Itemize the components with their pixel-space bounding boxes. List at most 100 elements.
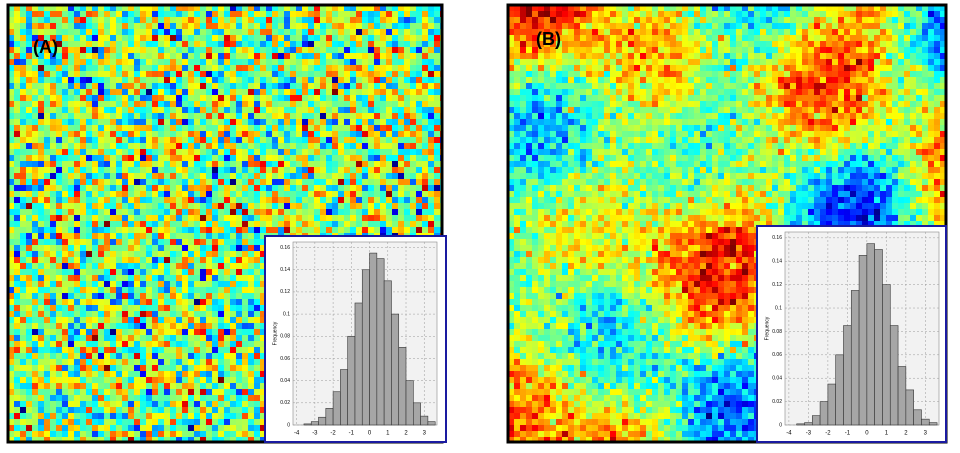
field-cell xyxy=(218,371,224,377)
field-cell xyxy=(308,149,314,155)
field-cell xyxy=(110,107,116,113)
field-cell xyxy=(308,185,314,191)
field-cell xyxy=(338,83,344,89)
field-cell xyxy=(266,89,272,95)
field-cell xyxy=(224,59,230,65)
field-cell xyxy=(284,161,290,167)
field-cell xyxy=(74,383,80,389)
field-cell xyxy=(374,197,380,203)
field-cell xyxy=(236,371,242,377)
field-cell xyxy=(314,155,320,161)
field-cell xyxy=(218,287,224,293)
field-cell xyxy=(74,101,80,107)
field-cell xyxy=(410,197,416,203)
field-cell xyxy=(176,47,182,53)
field-cell xyxy=(158,47,164,53)
field-cell xyxy=(338,119,344,125)
field-cell xyxy=(80,221,86,227)
field-cell xyxy=(80,209,86,215)
field-cell xyxy=(218,353,224,359)
field-cell xyxy=(332,53,338,59)
field-cell xyxy=(98,395,104,401)
field-cell xyxy=(230,5,236,11)
field-cell xyxy=(152,401,158,407)
field-cell xyxy=(38,11,44,17)
field-cell xyxy=(218,89,224,95)
field-cell xyxy=(134,413,140,419)
field-cell xyxy=(98,83,104,89)
field-cell xyxy=(56,311,62,317)
field-cell xyxy=(152,65,158,71)
field-cell xyxy=(212,203,218,209)
field-cell xyxy=(254,401,260,407)
field-cell xyxy=(20,41,26,47)
field-cell xyxy=(122,317,128,323)
field-cell xyxy=(236,287,242,293)
field-cell xyxy=(344,53,350,59)
field-cell xyxy=(8,341,14,347)
field-cell xyxy=(128,101,134,107)
field-cell xyxy=(248,341,254,347)
field-cell xyxy=(374,35,380,41)
field-cell xyxy=(260,287,266,293)
field-cell xyxy=(134,161,140,167)
field-cell xyxy=(278,29,284,35)
field-cell xyxy=(242,389,248,395)
field-cell xyxy=(194,377,200,383)
field-cell xyxy=(158,293,164,299)
field-cell xyxy=(14,47,20,53)
field-cell xyxy=(242,125,248,131)
field-cell xyxy=(194,17,200,23)
field-cell xyxy=(86,95,92,101)
field-cell xyxy=(32,311,38,317)
field-cell xyxy=(68,35,74,41)
field-cell xyxy=(116,191,122,197)
field-cell xyxy=(260,347,266,353)
field-cell xyxy=(410,143,416,149)
field-cell xyxy=(14,107,20,113)
field-cell xyxy=(134,251,140,257)
field-cell xyxy=(392,77,398,83)
field-cell xyxy=(362,227,368,233)
field-cell xyxy=(212,113,218,119)
field-cell xyxy=(242,377,248,383)
field-cell xyxy=(356,11,362,17)
field-cell xyxy=(92,137,98,143)
field-cell xyxy=(188,83,194,89)
field-cell xyxy=(188,263,194,269)
field-cell xyxy=(80,215,86,221)
field-cell xyxy=(362,131,368,137)
field-cell xyxy=(260,359,266,365)
field-cell xyxy=(428,155,434,161)
field-cell xyxy=(374,95,380,101)
field-cell xyxy=(350,143,356,149)
field-cell xyxy=(74,47,80,53)
field-cell xyxy=(14,35,20,41)
field-cell xyxy=(224,221,230,227)
field-cell xyxy=(50,95,56,101)
field-cell xyxy=(398,29,404,35)
field-cell xyxy=(110,215,116,221)
field-cell xyxy=(116,281,122,287)
field-cell xyxy=(152,17,158,23)
field-cell xyxy=(338,149,344,155)
field-cell xyxy=(386,77,392,83)
field-cell xyxy=(104,383,110,389)
field-cell xyxy=(290,125,296,131)
field-cell xyxy=(80,65,86,71)
field-cell xyxy=(98,59,104,65)
field-cell xyxy=(122,47,128,53)
field-cell xyxy=(134,35,140,41)
field-cell xyxy=(110,389,116,395)
field-cell xyxy=(434,41,440,47)
field-cell xyxy=(164,365,170,371)
field-cell xyxy=(146,167,152,173)
field-cell xyxy=(326,65,332,71)
field-cell xyxy=(80,29,86,35)
field-cell xyxy=(32,71,38,77)
field-cell xyxy=(236,305,242,311)
field-cell xyxy=(314,5,320,11)
field-cell xyxy=(170,401,176,407)
field-cell xyxy=(380,65,386,71)
field-cell xyxy=(416,131,422,137)
